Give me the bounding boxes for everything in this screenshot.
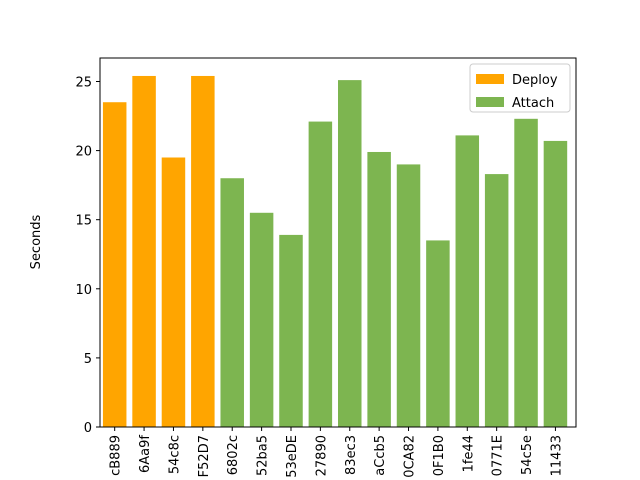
x-tick-label: 6802c xyxy=(226,435,241,475)
x-tick-label: 0771E xyxy=(491,435,506,476)
bar xyxy=(396,164,421,428)
bar xyxy=(220,178,244,427)
bar xyxy=(279,234,303,427)
bar xyxy=(367,151,391,427)
x-tick-label: 27890 xyxy=(314,435,329,476)
plot-frame xyxy=(99,57,577,428)
x-tick-label: F52D7 xyxy=(197,435,212,477)
bar xyxy=(543,140,568,428)
bar xyxy=(161,157,186,427)
bar xyxy=(191,75,215,427)
x-tick-label: cB889 xyxy=(109,435,124,476)
y-tick-label: 20 xyxy=(75,145,92,160)
x-tick-label: 54c5e xyxy=(520,435,535,475)
x-tick-label: aCcb5 xyxy=(373,435,388,476)
bar xyxy=(514,118,538,427)
y-tick-label: 15 xyxy=(75,214,92,229)
x-tick-label: 54c8c xyxy=(167,435,182,474)
bar xyxy=(426,240,450,427)
bar xyxy=(102,102,127,427)
x-tick-label: 1fe44 xyxy=(461,435,476,472)
bar xyxy=(484,174,509,427)
legend-swatch xyxy=(476,97,504,107)
legend-label: Deploy xyxy=(512,73,558,88)
x-tick-label: 52ba5 xyxy=(256,435,271,476)
x-tick-label: 83ec3 xyxy=(344,435,359,475)
bar xyxy=(132,75,156,427)
x-tick-label: 0F1B0 xyxy=(432,435,447,476)
x-tick-label: 11433 xyxy=(549,435,564,476)
y-axis-label: Seconds xyxy=(29,214,44,269)
legend-swatch xyxy=(476,74,504,84)
legend-label: Attach xyxy=(512,96,554,111)
x-tick-label: 0CA82 xyxy=(403,435,418,478)
y-tick-label: 0 xyxy=(84,421,92,436)
x-tick-label: 6Aa9f xyxy=(138,435,153,473)
y-tick-label: 10 xyxy=(75,283,92,298)
y-tick-label: 25 xyxy=(75,75,92,90)
y-tick-label: 5 xyxy=(84,352,92,367)
x-tick-label: 53eDE xyxy=(285,435,300,478)
bar xyxy=(249,212,274,427)
bar xyxy=(338,80,362,427)
bar xyxy=(308,121,333,428)
bar xyxy=(455,135,480,428)
